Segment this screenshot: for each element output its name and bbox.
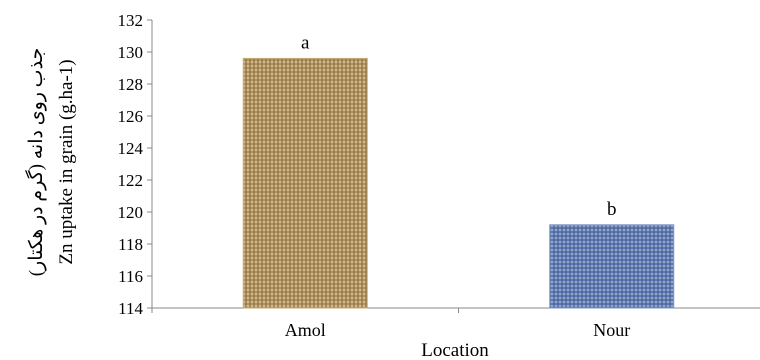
y-tick-label: 132 bbox=[118, 11, 144, 30]
y-axis-title-persian: جذب روی دانه (گرم در هکتار) bbox=[24, 48, 47, 277]
x-axis-ticks bbox=[151, 308, 459, 313]
category-labels: Amol Nour bbox=[285, 320, 631, 340]
y-tick-label: 130 bbox=[118, 43, 144, 62]
y-tick-label: 116 bbox=[118, 267, 143, 286]
y-tick-label: 128 bbox=[118, 75, 144, 94]
y-tick-label: 120 bbox=[118, 203, 144, 222]
y-tick-label: 126 bbox=[118, 107, 144, 126]
significance-letter: a bbox=[301, 32, 310, 53]
significance-letters: ab bbox=[301, 32, 616, 219]
category-label-nour: Nour bbox=[593, 320, 630, 340]
y-tick-label: 124 bbox=[118, 139, 144, 158]
y-tick-label: 118 bbox=[118, 235, 143, 254]
bar-amol bbox=[242, 57, 368, 309]
y-axis-ticks: 114 116 118 120 122 124 126 128 130 132 bbox=[118, 11, 152, 318]
y-tick-label: 114 bbox=[118, 299, 143, 318]
bar-nour bbox=[549, 224, 675, 309]
bars bbox=[242, 57, 675, 309]
significance-letter: b bbox=[607, 199, 617, 220]
y-axis-title: Zn uptake in grain (g.ha-1) bbox=[56, 59, 77, 264]
category-label-amol: Amol bbox=[285, 320, 326, 340]
y-tick-label: 122 bbox=[118, 171, 144, 190]
x-axis-title: Location bbox=[421, 340, 489, 360]
